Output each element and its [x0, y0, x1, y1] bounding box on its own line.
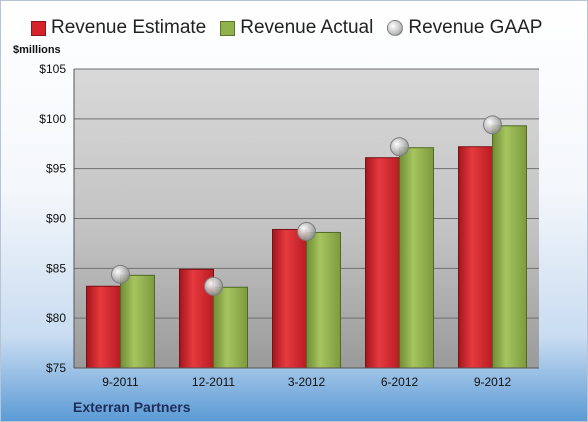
- marker-revenue-gaap: [390, 137, 409, 157]
- x-tick-label: 9-2011: [102, 375, 139, 389]
- bar-revenue-estimate: [86, 285, 121, 369]
- bar-revenue-actual: [213, 286, 248, 369]
- bar-revenue-actual: [306, 231, 341, 369]
- y-tick-label: $75: [46, 361, 66, 375]
- bar-revenue-actual: [120, 274, 155, 369]
- marker-revenue-gaap: [483, 115, 502, 135]
- bar-revenue-actual: [492, 125, 527, 369]
- bar-revenue-estimate: [272, 228, 307, 369]
- legend-swatch-gaap: [387, 20, 404, 36]
- legend-swatch-estimate: [31, 20, 46, 36]
- legend-swatch-actual: [220, 20, 236, 36]
- legend-label-estimate: Revenue Estimate: [51, 17, 207, 38]
- marker-revenue-gaap: [297, 221, 316, 241]
- x-tick-label: 9-2012: [474, 375, 512, 389]
- bar-revenue-estimate: [365, 157, 400, 369]
- y-axis-units-label: $millions: [13, 44, 61, 56]
- y-tick-label: $80: [46, 311, 66, 325]
- marker-revenue-gaap: [204, 276, 223, 296]
- y-tick-label: $105: [39, 62, 66, 76]
- marker-revenue-gaap: [111, 264, 130, 284]
- y-tick-label: $85: [46, 261, 66, 275]
- legend-item-estimate: Revenue Estimate: [31, 17, 206, 39]
- y-tick-label: $95: [46, 162, 66, 176]
- legend: Revenue Estimate Revenue Actual Revenue …: [31, 17, 556, 39]
- x-tick-label: 3-2012: [288, 375, 326, 389]
- bar-revenue-estimate: [458, 146, 493, 369]
- company-name: Exterran Partners: [73, 399, 191, 415]
- legend-label-gaap: Revenue GAAP: [408, 17, 543, 38]
- bar-revenue-actual: [399, 147, 434, 369]
- legend-item-gaap: Revenue GAAP: [387, 17, 542, 39]
- y-tick-label: $100: [39, 112, 66, 126]
- legend-item-actual: Revenue Actual: [220, 17, 373, 39]
- y-tick-label: $90: [46, 212, 66, 226]
- legend-label-actual: Revenue Actual: [240, 17, 374, 38]
- x-tick-label: 6-2012: [381, 375, 419, 389]
- x-tick-label: 12-2011: [192, 375, 235, 389]
